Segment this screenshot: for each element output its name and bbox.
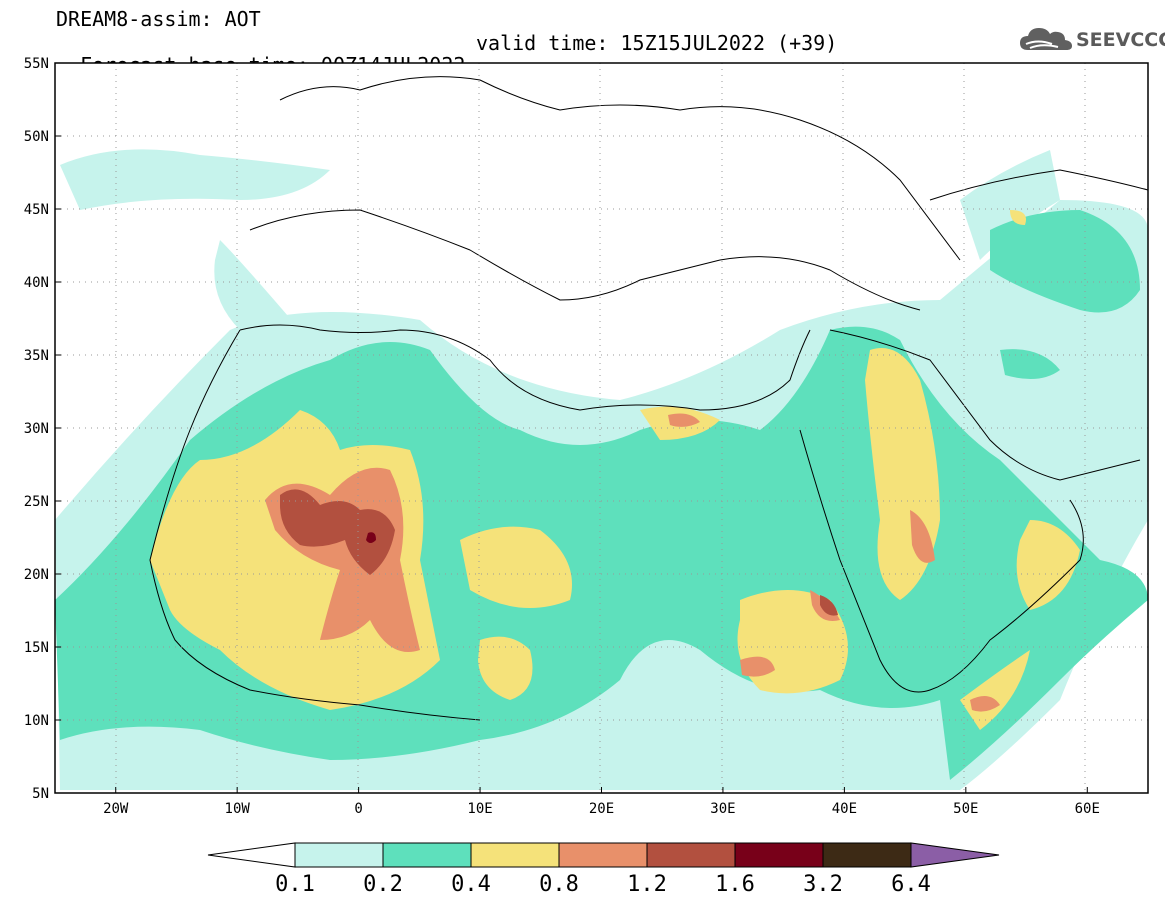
lat-label: 50N — [24, 129, 49, 145]
aot-level-1-2 — [280, 489, 838, 616]
colorbar-label: 1.6 — [715, 872, 755, 897]
lat-label: 10N — [24, 713, 49, 729]
grid-lines — [55, 63, 1148, 793]
colorbar-under-arrow — [207, 842, 296, 868]
lon-label: 60E — [1075, 801, 1100, 817]
colorbar-label: 0.1 — [275, 872, 315, 897]
lat-label: 15N — [24, 640, 49, 656]
seevccc-logo: SEEVCCC — [1018, 22, 1165, 58]
colorbar-swatch — [382, 842, 472, 868]
colorbar-label: 0.4 — [451, 872, 491, 897]
colorbar-label: 1.2 — [627, 872, 667, 897]
lat-label: 20N — [24, 567, 49, 583]
valid-time: valid time: 15Z15JUL2022 (+39) — [476, 31, 838, 55]
colorbar-swatch — [558, 842, 648, 868]
lat-label: 5N — [32, 786, 49, 802]
colorbar-label: 0.2 — [363, 872, 403, 897]
map-area — [54, 62, 1149, 794]
lon-label: 10W — [225, 801, 251, 817]
lon-label: 0 — [354, 801, 362, 817]
lon-label: 40E — [832, 801, 857, 817]
lat-label: 45N — [24, 202, 49, 218]
latitude-labels: 55N 50N 45N 40N 35N 30N 25N 20N 15N 10N 5N — [24, 56, 61, 802]
lat-label: 25N — [24, 494, 49, 510]
lon-label: 20E — [589, 801, 614, 817]
colorbar-swatch — [470, 842, 560, 868]
longitude-labels: 20W 10W 0 10E 20E 30E 40E 50E 60E — [103, 787, 1100, 817]
lat-label: 40N — [24, 275, 49, 291]
colorbar-swatch — [734, 842, 824, 868]
colorbar-label: 3.2 — [803, 872, 843, 897]
colorbar-over-arrow — [910, 842, 1000, 868]
lat-label: 35N — [24, 348, 49, 364]
lat-label: 55N — [24, 56, 49, 72]
map-title: DREAM8-assim: AOT — [56, 7, 261, 31]
colorbar-swatch — [822, 842, 912, 868]
colorbar-swatch — [294, 842, 384, 868]
lon-label: 10E — [467, 801, 492, 817]
lon-label: 50E — [953, 801, 978, 817]
coastlines — [149, 76, 1148, 721]
logo-text: SEEVCCC — [1076, 29, 1165, 51]
lon-label: 20W — [103, 801, 129, 817]
lat-label: 30N — [24, 421, 49, 437]
cloud-logo-icon — [1020, 28, 1072, 50]
colorbar-label: 6.4 — [891, 872, 931, 897]
aot-level-1-6 — [366, 532, 376, 543]
lon-label: 30E — [710, 801, 735, 817]
colorbar-label: 0.8 — [539, 872, 579, 897]
colorbar-swatch — [646, 842, 736, 868]
